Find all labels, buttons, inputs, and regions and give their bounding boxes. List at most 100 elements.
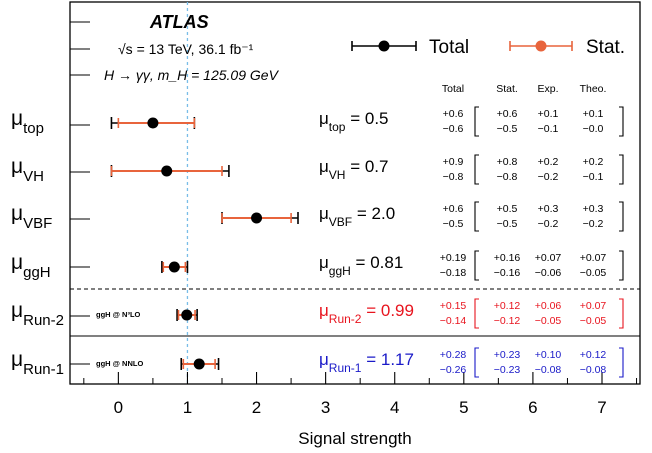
header-exp: Exp. [537, 83, 558, 95]
legend-total-marker [378, 40, 390, 52]
total-unc-up: +0.6 [443, 203, 464, 215]
x-tick-label: 6 [528, 398, 537, 417]
total-unc-down: −0.18 [440, 267, 467, 279]
row-label: μRun-1 [11, 348, 64, 378]
stat-unc-up: +0.6 [497, 108, 518, 120]
bracket-right [619, 201, 624, 232]
total-unc-up: +0.19 [440, 252, 467, 264]
y-axis-ticks [70, 21, 90, 365]
bracket-right [619, 250, 624, 281]
total-unc-down: −0.5 [443, 218, 464, 230]
total-unc-up: +0.9 [443, 156, 464, 168]
stat-unc-up: +0.23 [494, 349, 521, 361]
central-value-point [193, 358, 205, 370]
bracket-right [619, 298, 624, 329]
exp-unc-down: −0.2 [538, 218, 559, 230]
central-value-point [168, 261, 180, 273]
exp-unc-up: +0.3 [538, 203, 559, 215]
stat-unc-down: −0.23 [494, 364, 521, 376]
row-value-label: μRun-1 = 1.17 [319, 350, 414, 375]
row-label: μRun-2 [11, 299, 64, 329]
exp-unc-down: −0.06 [535, 267, 562, 279]
exp-unc-up: +0.2 [538, 156, 559, 168]
exp-unc-up: +0.07 [535, 252, 562, 264]
total-unc-down: −0.8 [443, 171, 464, 183]
row-value-label: μVH = 0.7 [319, 157, 388, 182]
theo-unc-down: −0.05 [580, 315, 607, 327]
stat-unc-down: −0.12 [494, 315, 521, 327]
legend: Total Stat. [351, 37, 625, 58]
row-label: μVBF [11, 202, 52, 232]
row-run-1: μRun-1 ggH @ NNLO μRun-1 = 1.17 +0.28 −0.26 +… [11, 347, 624, 378]
row-label: μggH [11, 251, 51, 281]
row-vbf: μVBF μVBF = 2.0 +0.6 −0.5 +0.5 −0.5 +0.3 −0.2 +0… [11, 201, 624, 232]
header-theo: Theo. [580, 83, 607, 95]
stat-unc-up: +0.12 [494, 300, 521, 312]
total-unc-up: +0.28 [440, 349, 467, 361]
total-unc-down: −0.6 [443, 123, 464, 135]
header-stat: Stat. [496, 83, 518, 95]
stat-unc-down: −0.5 [497, 123, 518, 135]
theo-unc-up: +0.12 [580, 349, 607, 361]
row-note: ggH @ NNLO [96, 359, 143, 368]
theo-unc-down: −0.2 [583, 218, 604, 230]
row-value-label: μVBF = 2.0 [319, 204, 395, 229]
header-total: Total [442, 83, 464, 95]
row-vh: μVH μVH = 0.7 +0.9 −0.8 +0.8 −0.8 +0.2 −0.2 +0.2… [11, 154, 624, 185]
bracket-left [474, 201, 479, 232]
exp-unc-up: +0.06 [535, 300, 562, 312]
theo-unc-up: +0.1 [583, 108, 604, 120]
bracket-right [619, 154, 624, 185]
x-axis: 0 1 2 3 4 5 6 7 [83, 372, 638, 417]
central-value-point [147, 117, 159, 129]
central-value-point [161, 165, 173, 177]
row-run-2: μRun-2 ggH @ N³LO μRun-2 = 0.99 +0.15 −0.14 +… [11, 298, 624, 329]
x-tick-label: 3 [321, 398, 330, 417]
row-note: ggH @ N³LO [96, 310, 141, 319]
theo-unc-down: −0.1 [583, 171, 604, 183]
stat-unc-down: −0.8 [497, 171, 518, 183]
row-label: μVH [11, 155, 44, 185]
row-value-label: μtop = 0.5 [319, 109, 389, 134]
exp-unc-down: −0.1 [538, 123, 559, 135]
bracket-left [474, 106, 479, 137]
total-unc-up: +0.6 [443, 108, 464, 120]
row-label: μtop [11, 107, 44, 137]
theo-unc-down: −0.05 [580, 267, 607, 279]
row-top: μtop μtop = 0.5 +0.6 −0.6 +0.6 −0.5 +0.1 −0.1 +0… [11, 106, 624, 137]
total-unc-down: −0.26 [440, 364, 467, 376]
theo-unc-up: +0.2 [583, 156, 604, 168]
bracket-right [619, 347, 624, 378]
theo-unc-down: −0.08 [580, 364, 607, 376]
theo-unc-down: −0.0 [583, 123, 604, 135]
x-tick-label: 7 [597, 398, 606, 417]
bracket-left [474, 347, 479, 378]
exp-unc-down: −0.2 [538, 171, 559, 183]
exp-unc-down: −0.05 [535, 315, 562, 327]
x-tick-label: 1 [183, 398, 192, 417]
bracket-left [474, 298, 479, 329]
plot-frame [69, 1, 641, 385]
theo-unc-up: +0.3 [583, 203, 604, 215]
row-value-label: μRun-2 = 0.99 [319, 301, 414, 326]
x-tick-label: 5 [459, 398, 468, 417]
legend-stat-marker [535, 40, 547, 52]
energy-label: √s = 13 TeV, 36.1 fb⁻¹ [118, 41, 254, 57]
stat-unc-up: +0.5 [497, 203, 518, 215]
stat-unc-up: +0.16 [494, 252, 521, 264]
theo-unc-up: +0.07 [580, 300, 607, 312]
measurement-rows: μtop μtop = 0.5 +0.6 −0.6 +0.6 −0.5 +0.1 −0.1 +0… [11, 106, 624, 378]
legend-stat-label: Stat. [586, 37, 625, 58]
stat-unc-up: +0.8 [497, 156, 518, 168]
x-axis-label: Signal strength [298, 429, 411, 448]
central-value-point [251, 212, 263, 224]
experiment-label: ATLAS [149, 12, 209, 32]
bracket-left [474, 250, 479, 281]
theo-unc-up: +0.07 [580, 252, 607, 264]
bracket-right [619, 106, 624, 137]
bracket-left [474, 154, 479, 185]
row-ggh: μggH μggH = 0.81 +0.19 −0.18 +0.16 −0.16 +0.07… [11, 250, 624, 281]
total-unc-up: +0.15 [440, 300, 467, 312]
exp-unc-down: −0.08 [535, 364, 562, 376]
stat-unc-down: −0.16 [494, 267, 521, 279]
